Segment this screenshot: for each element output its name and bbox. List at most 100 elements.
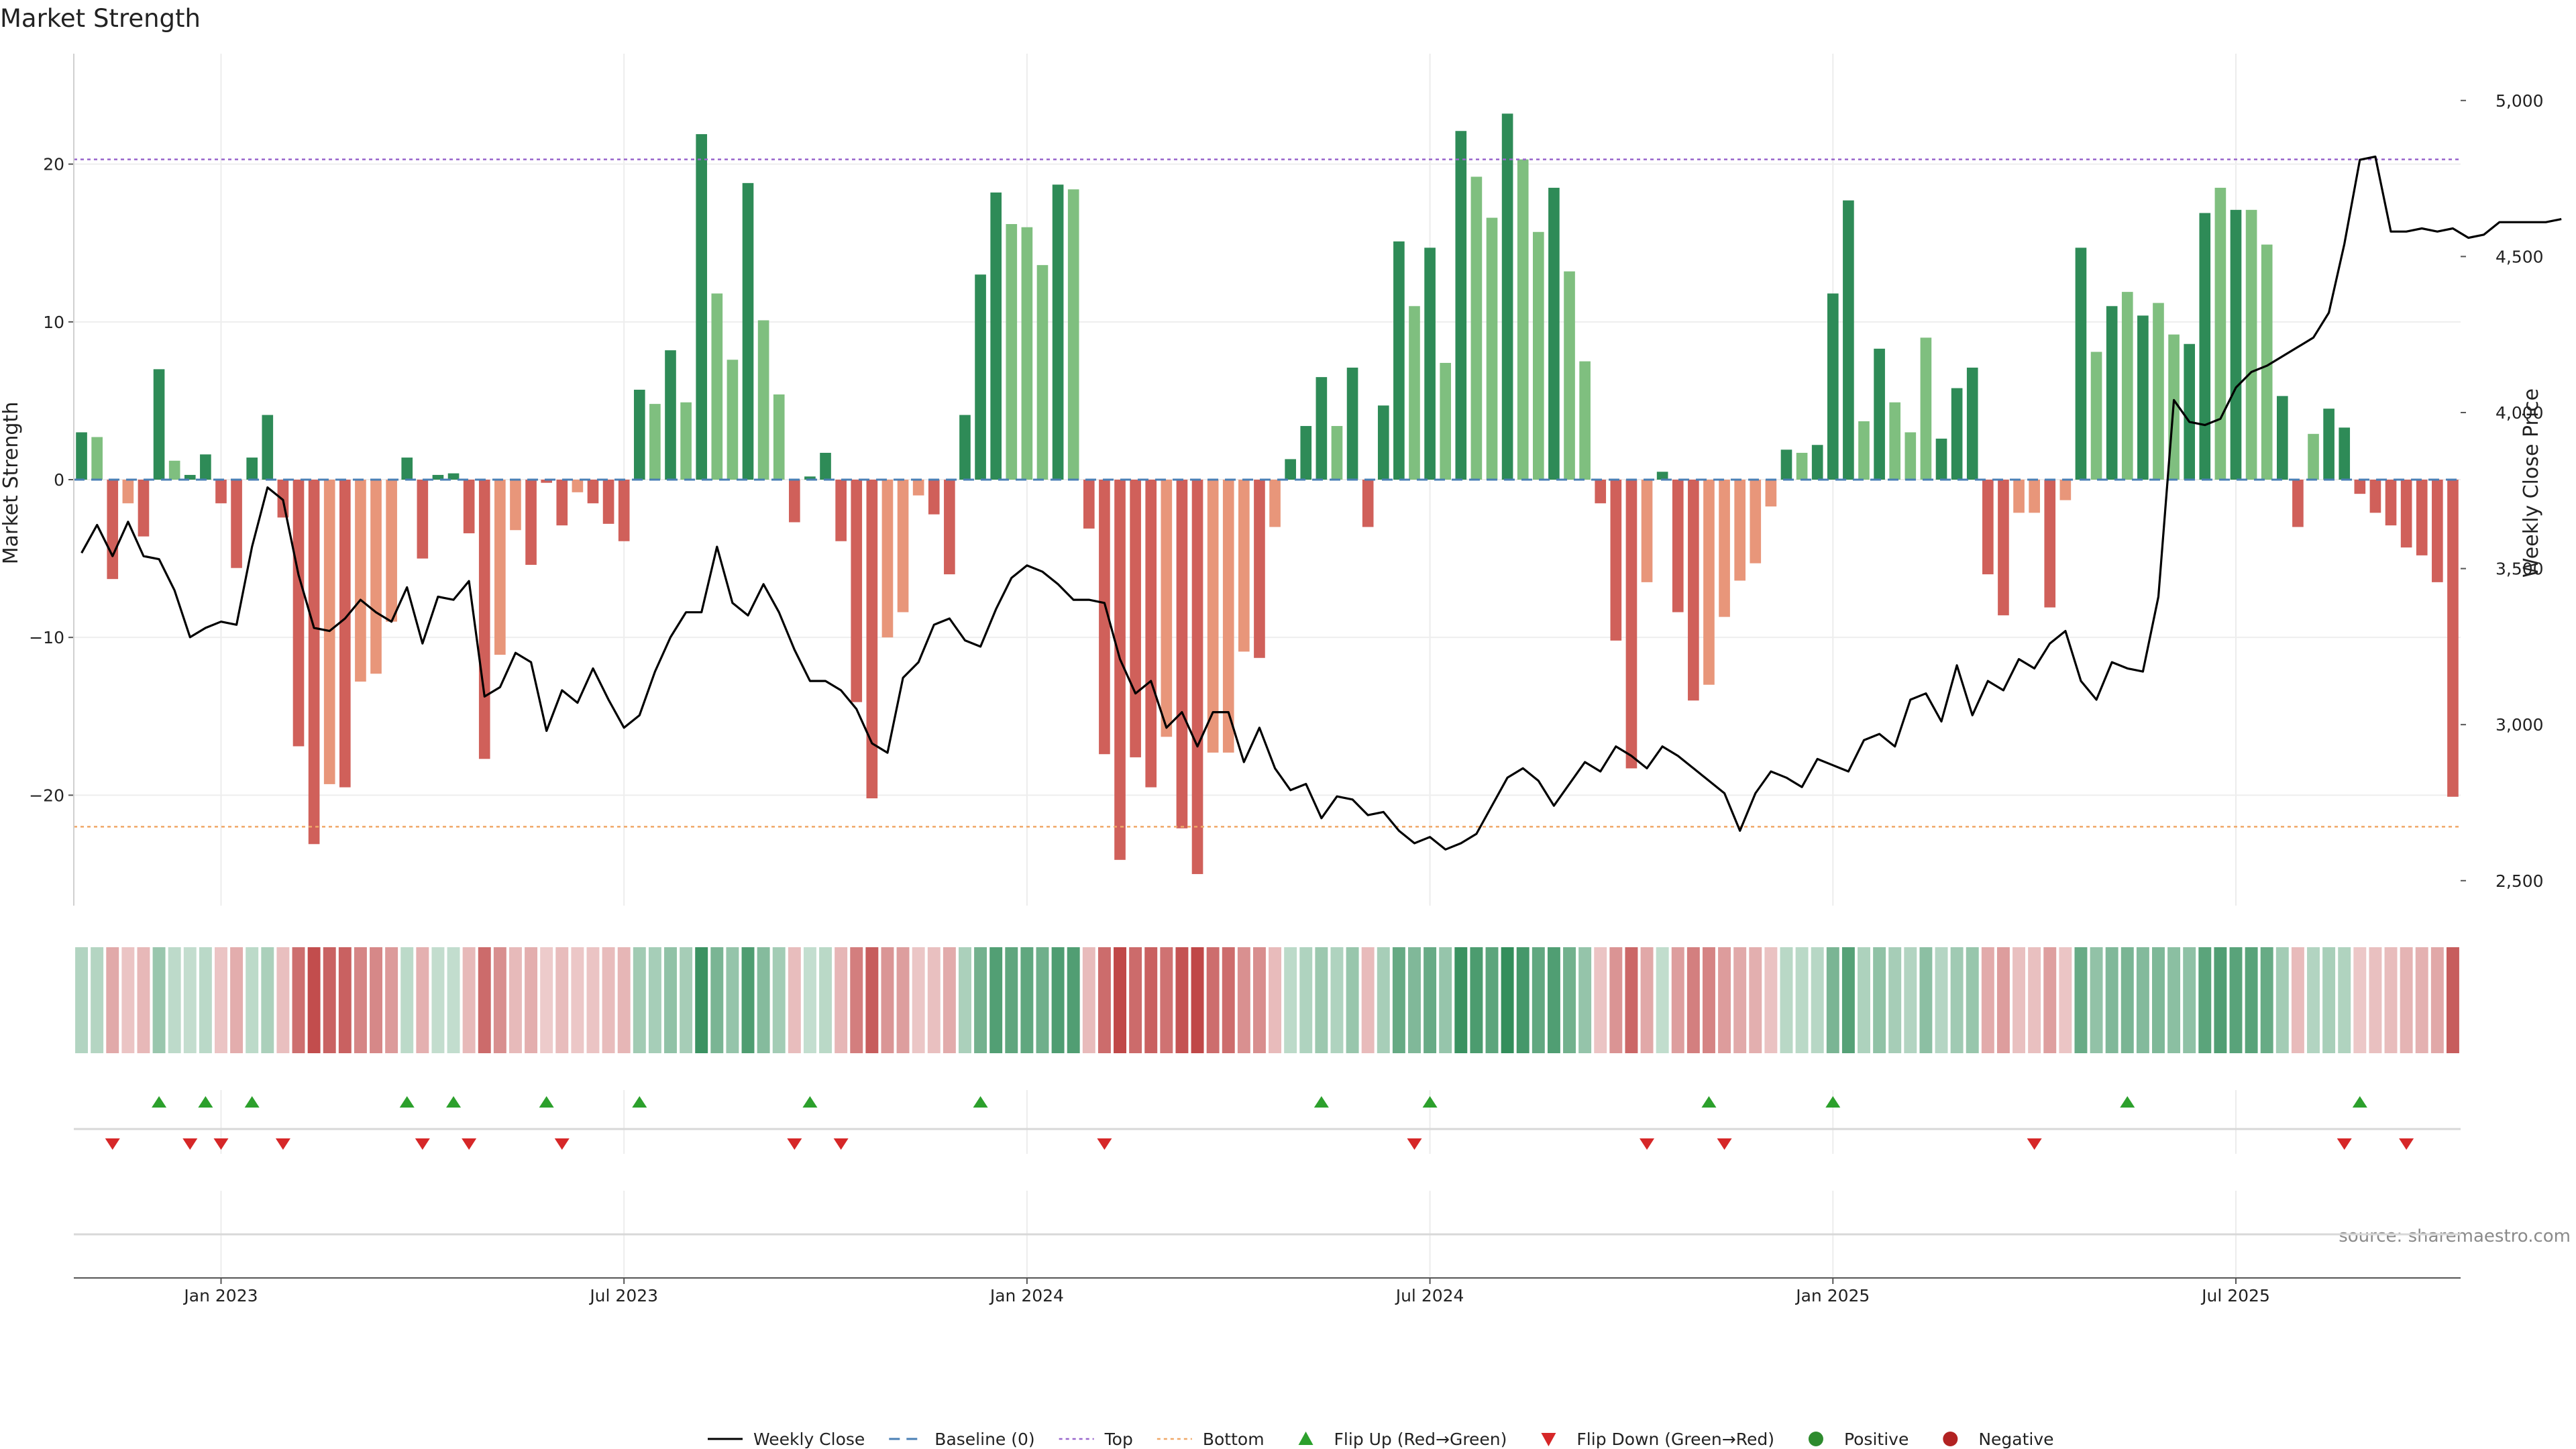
strength-bar	[1099, 480, 1110, 755]
strength-bar	[262, 415, 274, 480]
strength-bar	[2261, 244, 2273, 480]
strength-bar	[1874, 348, 1885, 480]
strength-bar	[246, 458, 258, 480]
heat-cell	[1191, 947, 1204, 1053]
heat-cell	[710, 947, 724, 1053]
strength-bar	[835, 480, 847, 541]
heat-cell	[2400, 947, 2413, 1053]
strength-bar	[308, 480, 320, 845]
strength-bar	[1719, 480, 1730, 617]
flip-up-marker	[2120, 1096, 2135, 1108]
strength-bar	[1548, 187, 1560, 480]
strength-bar	[355, 480, 366, 682]
flip-down-marker	[554, 1138, 570, 1150]
flip-down-marker	[105, 1138, 120, 1150]
heat-cell	[1330, 947, 1344, 1053]
strength-bar	[866, 480, 878, 799]
y-axis-label-left: Market Strength	[0, 402, 23, 564]
heat-cell	[1439, 947, 1452, 1053]
x-tick-label: Jan 2025	[1794, 1286, 1870, 1305]
heat-cell	[1671, 947, 1684, 1053]
flip-up-marker	[446, 1096, 462, 1108]
strength-bar	[2292, 480, 2304, 527]
grid-layer	[74, 54, 2461, 1278]
legend-label: Positive	[1844, 1430, 1909, 1449]
heat-cell	[865, 947, 879, 1053]
strength-bar	[1161, 480, 1173, 737]
strength-bar	[231, 480, 242, 568]
strength-bar	[680, 402, 692, 480]
legend-label: Negative	[1978, 1430, 2053, 1449]
heat-cell	[416, 947, 429, 1053]
strength-bar	[1595, 480, 1607, 504]
heat-cell	[2214, 947, 2227, 1053]
heat-cell	[1160, 947, 1173, 1053]
legend-item: Flip Down (Green→Red)	[1541, 1430, 1774, 1449]
strength-bar	[463, 480, 475, 533]
legend-item: Flip Up (Red→Green)	[1298, 1430, 1507, 1449]
heat-cell	[1826, 947, 1839, 1053]
heat-cell	[1609, 947, 1623, 1053]
strength-bar	[1610, 480, 1622, 641]
heat-cell	[664, 947, 677, 1053]
heat-cell	[881, 947, 894, 1053]
strength-bar	[1393, 241, 1405, 480]
heat-cell	[2074, 947, 2088, 1053]
heat-cell	[2245, 947, 2258, 1053]
heat-cell	[246, 947, 259, 1053]
strength-bar	[401, 458, 413, 480]
heat-cell	[648, 947, 661, 1053]
strength-bar	[602, 480, 614, 524]
legend-item: Negative	[1943, 1430, 2054, 1449]
heat-cell	[2446, 947, 2459, 1053]
y-tick-label-right: 4,500	[2496, 247, 2544, 266]
strength-bar	[1641, 480, 1653, 582]
flip-down-marker	[787, 1138, 802, 1150]
strength-bar	[1176, 480, 1188, 828]
heat-cell	[1919, 947, 1933, 1053]
strength-bar	[1021, 227, 1033, 480]
heat-cell	[1563, 947, 1576, 1053]
heat-cell	[338, 947, 352, 1053]
strength-bar	[2276, 396, 2288, 480]
strength-bar	[1501, 113, 1513, 480]
heat-cell	[2059, 947, 2072, 1053]
heat-cell	[540, 947, 553, 1053]
heat-cell	[525, 947, 538, 1053]
axes-layer: Jan 2023 Jul 2023 Jan 2024 Jul 2024 Jan 2025…	[29, 54, 2544, 1305]
flip-up-marker	[1313, 1096, 1329, 1108]
heat-cell	[2353, 947, 2367, 1053]
heat-cell	[617, 947, 631, 1053]
flip-down-marker	[275, 1138, 290, 1150]
strength-bar	[851, 480, 863, 702]
heat-cell	[1950, 947, 1964, 1053]
heat-cell	[1005, 947, 1018, 1053]
strength-bar	[2245, 209, 2257, 480]
legend-label: Bottom	[1203, 1430, 1265, 1449]
strength-bar	[1191, 480, 1203, 874]
legend-swatch	[1943, 1432, 1958, 1446]
heat-cell	[757, 947, 770, 1053]
heat-cell	[695, 947, 708, 1053]
heat-cell	[400, 947, 414, 1053]
strength-bar	[1222, 480, 1234, 753]
strength-bar	[1067, 189, 1079, 480]
heat-cell	[819, 947, 833, 1053]
heat-cell	[927, 947, 941, 1053]
strength-bar	[1750, 480, 1762, 564]
heat-cell	[323, 947, 336, 1053]
heat-cell	[1640, 947, 1654, 1053]
heat-cell	[478, 947, 491, 1053]
flip-up-marker	[2352, 1096, 2367, 1108]
heat-cell	[850, 947, 863, 1053]
strength-bar	[2339, 427, 2351, 480]
flip-up-marker	[1422, 1096, 1438, 1108]
heat-cell	[1749, 947, 1762, 1053]
legend: Weekly Close Baseline (0) Top Bottom Flip Up…	[708, 1430, 2054, 1449]
heat-cell	[1222, 947, 1235, 1053]
strength-bar	[1672, 480, 1684, 612]
flip-up-marker	[539, 1096, 554, 1108]
heat-cell	[1888, 947, 1902, 1053]
heat-cell	[1299, 947, 1313, 1053]
strength-bar	[386, 480, 397, 622]
